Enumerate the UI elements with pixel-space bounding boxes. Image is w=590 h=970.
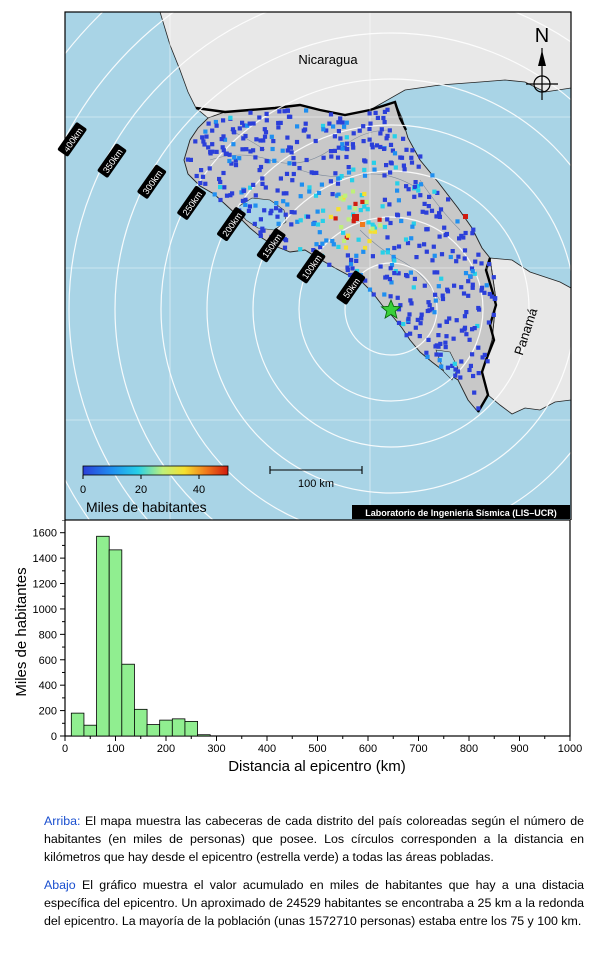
histogram-bar-275km — [197, 734, 211, 737]
x-tick-0: 0 — [62, 743, 68, 755]
border-panama — [476, 257, 498, 413]
histogram-bar-75km — [96, 535, 110, 737]
graticule — [65, 12, 571, 520]
x-tick-700: 700 — [409, 743, 427, 755]
y-tick-1000: 1000 — [33, 604, 57, 616]
x-tick-900: 900 — [510, 743, 528, 755]
y-tick-1600: 1600 — [33, 528, 57, 540]
population-map: 50km100km150km200km250km300km350km400km … — [57, 11, 572, 520]
caption-bottom-lead: Abajo — [44, 878, 76, 892]
x-tick-100: 100 — [106, 743, 124, 755]
caption-bottom-text: El gráfico muestra el valor acumulado en… — [44, 878, 584, 928]
district-markers — [185, 107, 498, 411]
population-histogram: 0 100 200 300 400 500 600 700 800 900 1000 0 200 400… — [13, 520, 582, 775]
histogram-bar-175km — [146, 724, 161, 737]
range-ring-200km — [206, 124, 571, 494]
histogram-bar-25km — [70, 712, 85, 737]
x-tick-500: 500 — [308, 743, 326, 755]
colorbar-gradient — [82, 465, 229, 476]
colorbar: 0 20 40 Miles de habitantes — [80, 465, 229, 515]
caption-top-text: El mapa muestra las cabeceras de cada di… — [44, 814, 584, 864]
y-tick-400: 400 — [39, 680, 57, 692]
y-tick-800: 800 — [39, 629, 57, 641]
y-tick-1400: 1400 — [33, 553, 57, 565]
colorbar-tick-20: 20 — [135, 484, 147, 496]
caption-top-lead: Arriba: — [44, 814, 81, 828]
x-axis-label: Distancia al epicentro (km) — [228, 758, 406, 775]
credit-box: Laboratorio de Ingeniería Sísmica (LIS–U… — [352, 505, 570, 519]
y-tick-200: 200 — [39, 706, 57, 718]
caption: Arriba: El mapa muestra las cabeceras de… — [44, 812, 584, 940]
range-ring-300km — [114, 32, 571, 520]
y-axis-label: Miles de habitantes — [13, 567, 30, 696]
map-frame — [64, 11, 572, 520]
range-ring-350km — [68, 12, 571, 520]
x-tick-300: 300 — [207, 743, 225, 755]
histogram-bar-150km — [134, 708, 148, 737]
scale-bar: 100 km — [269, 466, 363, 490]
x-tick-400: 400 — [258, 743, 276, 755]
border-nicaragua — [195, 100, 408, 131]
credit-text: Laboratorio de Ingeniería Sísmica (LIS–U… — [365, 508, 557, 518]
histogram-bar-225km — [171, 718, 186, 737]
x-tick-600: 600 — [359, 743, 377, 755]
x-tick-800: 800 — [460, 743, 478, 755]
y-axis-ticks: 0 200 400 600 800 1000 1200 1400 1600 — [33, 520, 65, 743]
histogram-bars — [70, 535, 211, 737]
x-tick-200: 200 — [157, 743, 175, 755]
histogram-bar-100km — [108, 549, 123, 737]
colorbar-tick-0: 0 — [80, 484, 86, 496]
north-arrow-label: N — [535, 25, 549, 47]
histogram-bar-200km — [159, 719, 173, 737]
caption-bottom: Abajo El gráfico muestra el valor acumul… — [44, 876, 584, 930]
caption-top: Arriba: El mapa muestra las cabeceras de… — [44, 812, 584, 866]
x-axis-ticks: 0 100 200 300 400 500 600 700 800 900 1000 — [62, 736, 582, 755]
north-arrow: N — [526, 25, 558, 100]
y-tick-1200: 1200 — [33, 579, 57, 591]
histogram-bar-250km — [184, 720, 198, 737]
plot-frame — [64, 520, 571, 737]
scale-bar-label: 100 km — [298, 478, 334, 490]
colorbar-tick-40: 40 — [193, 484, 205, 496]
range-ring-100km — [298, 216, 484, 402]
country-label-nicaragua: Nicaragua — [298, 52, 358, 67]
y-tick-600: 600 — [39, 655, 57, 667]
y-tick-0: 0 — [51, 731, 57, 743]
range-ring-250km — [160, 78, 571, 520]
x-tick-1000: 1000 — [558, 743, 582, 755]
histogram-bar-125km — [121, 663, 135, 737]
histogram-bar-50km — [83, 724, 97, 737]
colorbar-title: Miles de habitantes — [86, 499, 207, 515]
epicenter-star — [380, 298, 402, 319]
